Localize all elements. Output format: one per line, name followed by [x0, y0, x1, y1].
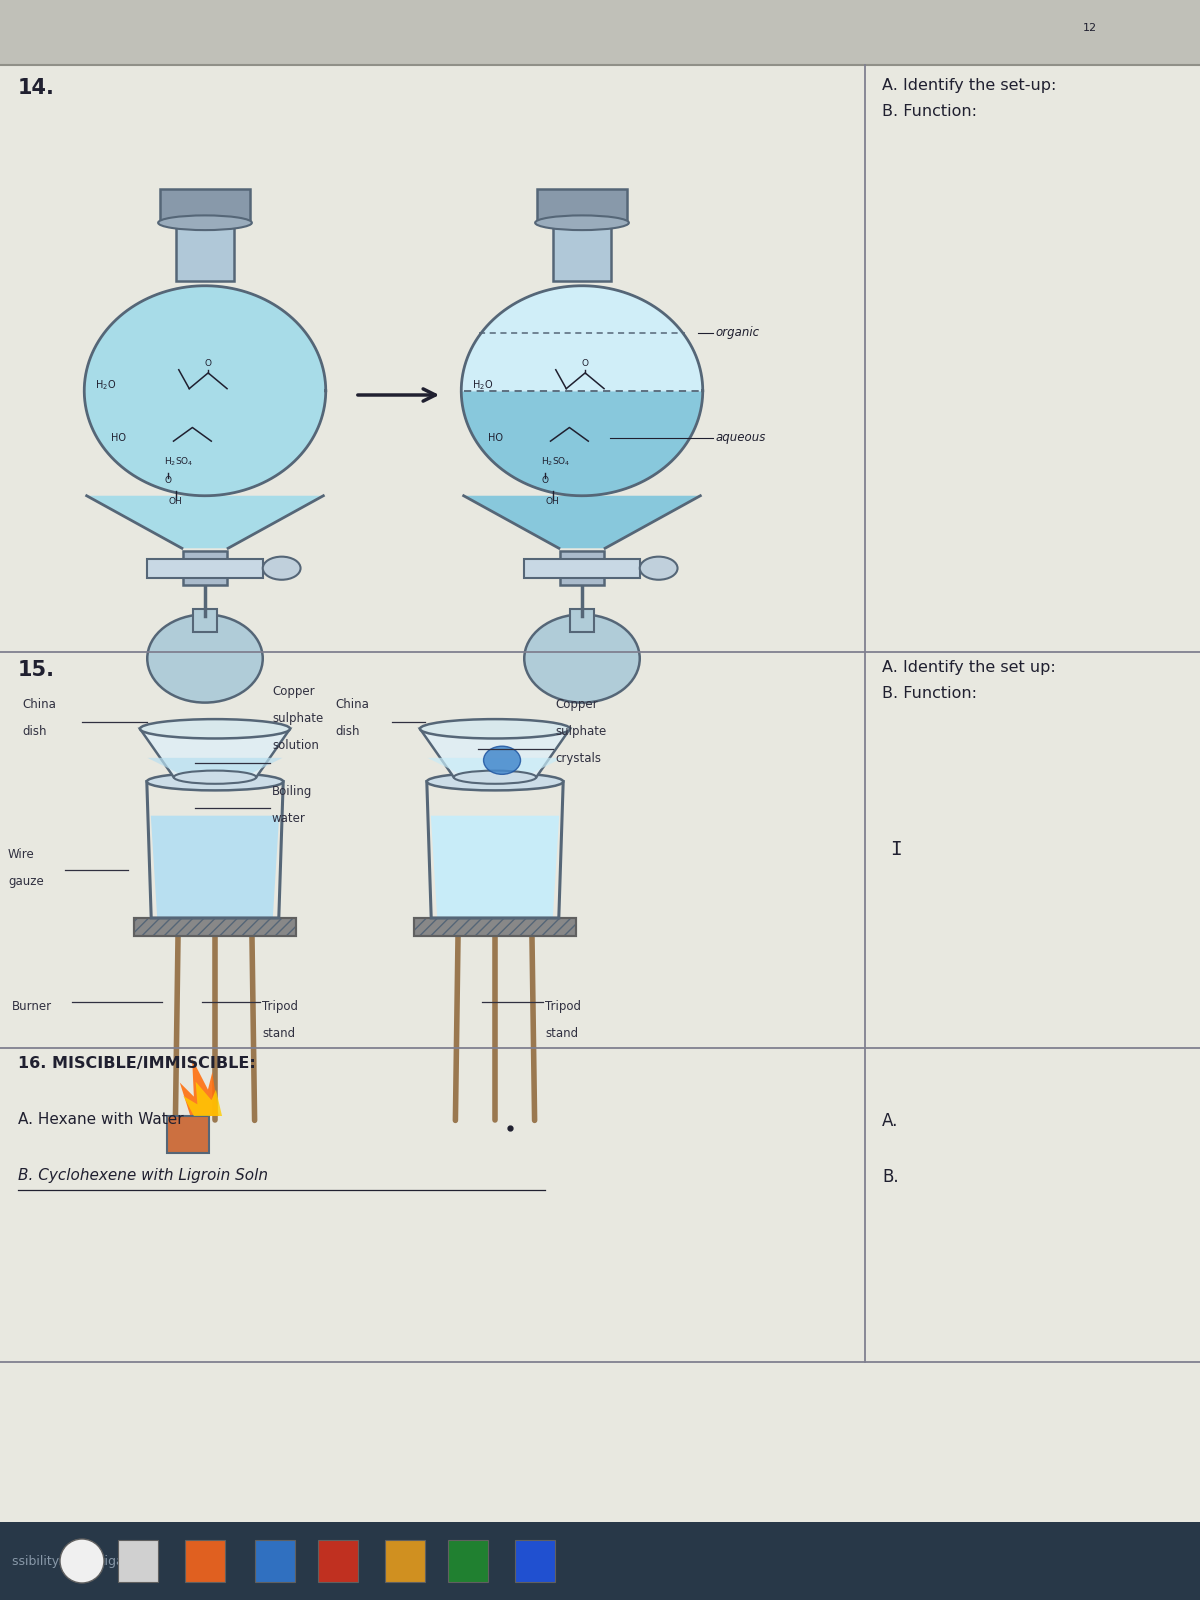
Text: A. Identify the set-up:
B. Function:: A. Identify the set-up: B. Function:	[882, 78, 1056, 118]
Text: gauze: gauze	[8, 875, 43, 888]
Bar	[148, 558, 263, 578]
Text: H$_2$O: H$_2$O	[95, 379, 116, 392]
Polygon shape	[461, 286, 703, 496]
Polygon shape	[184, 1082, 222, 1117]
Text: Boiling: Boiling	[272, 786, 312, 798]
Bar	[524, 558, 640, 578]
Polygon shape	[86, 496, 323, 549]
Ellipse shape	[158, 216, 252, 230]
Text: OH: OH	[169, 498, 182, 506]
Bar	[414, 918, 576, 936]
Polygon shape	[151, 816, 280, 918]
Text: Tripod: Tripod	[262, 1000, 298, 1013]
Polygon shape	[431, 816, 559, 918]
Text: H$_2$O: H$_2$O	[472, 379, 493, 392]
Polygon shape	[461, 286, 703, 390]
Text: dish: dish	[335, 725, 360, 738]
Ellipse shape	[140, 718, 290, 739]
Text: stand: stand	[545, 1027, 578, 1040]
Polygon shape	[463, 496, 701, 549]
Text: Wire: Wire	[8, 848, 35, 861]
Polygon shape	[148, 758, 282, 773]
Bar	[133, 918, 296, 936]
Ellipse shape	[535, 216, 629, 230]
Ellipse shape	[263, 557, 300, 579]
Text: 12: 12	[1082, 22, 1097, 34]
Ellipse shape	[420, 718, 570, 739]
Ellipse shape	[454, 771, 536, 784]
Bar	[414, 918, 576, 936]
Ellipse shape	[148, 614, 263, 702]
Text: Copper: Copper	[272, 685, 314, 698]
Bar	[118, 1539, 158, 1582]
Ellipse shape	[174, 771, 257, 784]
Ellipse shape	[427, 773, 563, 790]
Text: stand: stand	[262, 1027, 295, 1040]
Text: A. Hexane with Water: A. Hexane with Water	[18, 1112, 184, 1126]
Text: O: O	[582, 358, 589, 368]
Bar	[167, 1117, 209, 1154]
Text: H$_2$SO$_4$: H$_2$SO$_4$	[164, 456, 193, 469]
Ellipse shape	[146, 773, 283, 790]
Ellipse shape	[640, 557, 678, 579]
Text: Copper: Copper	[554, 698, 598, 710]
Text: 14.: 14.	[18, 78, 55, 98]
Text: A. Identify the set up:
B. Function:: A. Identify the set up: B. Function:	[882, 659, 1056, 701]
Bar	[560, 552, 604, 586]
Text: China: China	[335, 698, 368, 710]
Text: China: China	[22, 698, 56, 710]
Text: O: O	[541, 477, 548, 485]
Bar	[133, 918, 296, 936]
Bar	[0, 1522, 1200, 1600]
Text: crystals: crystals	[554, 752, 601, 765]
Bar	[538, 189, 626, 222]
Bar	[182, 552, 227, 586]
Bar	[570, 610, 594, 632]
Text: Tripod: Tripod	[545, 1000, 581, 1013]
Text: H$_2$SO$_4$: H$_2$SO$_4$	[541, 456, 570, 469]
Text: I: I	[890, 840, 901, 859]
Bar	[515, 1539, 554, 1582]
Text: solution: solution	[272, 739, 319, 752]
Polygon shape	[180, 1059, 218, 1117]
Bar	[553, 222, 611, 280]
Ellipse shape	[484, 746, 521, 774]
Bar	[185, 1539, 226, 1582]
Text: 15.: 15.	[18, 659, 55, 680]
Bar	[318, 1539, 358, 1582]
Bar	[448, 1539, 488, 1582]
Text: aqueous: aqueous	[715, 432, 766, 445]
Text: OH: OH	[546, 498, 559, 506]
Polygon shape	[140, 728, 290, 778]
Text: HO: HO	[488, 434, 504, 443]
Bar	[0, 0, 1200, 66]
Polygon shape	[84, 286, 325, 496]
Bar	[176, 222, 234, 280]
Bar	[161, 189, 250, 222]
Text: B.: B.	[882, 1168, 899, 1186]
Text: dish: dish	[22, 725, 47, 738]
Bar	[193, 610, 216, 632]
Polygon shape	[420, 728, 570, 778]
Polygon shape	[427, 758, 563, 773]
Text: ssibility: Investigate: ssibility: Investigate	[12, 1555, 137, 1568]
Text: O: O	[205, 358, 211, 368]
Ellipse shape	[524, 614, 640, 702]
Text: water: water	[272, 813, 306, 826]
Bar	[254, 1539, 295, 1582]
Text: B. Cyclohexene with Ligroin Soln: B. Cyclohexene with Ligroin Soln	[18, 1168, 268, 1182]
Text: 16. MISCIBLE/IMMISCIBLE:: 16. MISCIBLE/IMMISCIBLE:	[18, 1056, 256, 1070]
Text: sulphate: sulphate	[554, 725, 606, 738]
Text: Burner: Burner	[12, 1000, 52, 1013]
Text: A.: A.	[882, 1112, 899, 1130]
Text: sulphate: sulphate	[272, 712, 323, 725]
Bar	[385, 1539, 425, 1582]
Text: O: O	[164, 477, 172, 485]
Circle shape	[60, 1539, 104, 1582]
Text: organic: organic	[715, 326, 760, 339]
Text: HO: HO	[112, 434, 126, 443]
